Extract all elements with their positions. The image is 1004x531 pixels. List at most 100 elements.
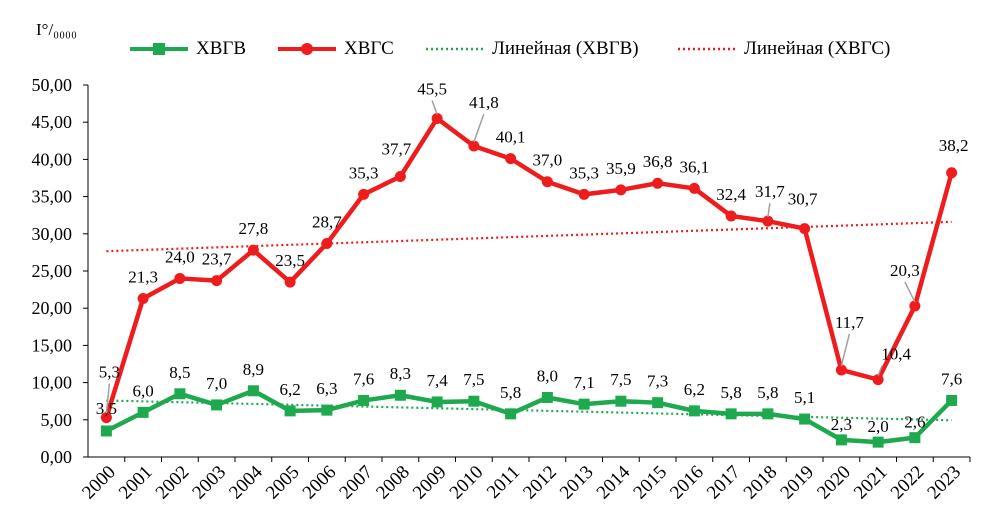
- y-tick-label: 15,00: [32, 335, 73, 355]
- series-2-point: [211, 275, 223, 287]
- data-label-series-1: 8,3: [390, 364, 411, 383]
- x-tick-label: 2003: [188, 462, 230, 504]
- leader-line: [840, 333, 851, 367]
- x-tick-label: 2021: [850, 462, 892, 504]
- data-label-series-1: 7,6: [353, 369, 374, 388]
- series-2-point: [725, 210, 737, 222]
- data-label-series-2: 35,9: [606, 159, 636, 178]
- series-1-point: [578, 398, 590, 410]
- y-tick-label: 30,00: [32, 224, 73, 244]
- series-1-point: [946, 394, 958, 406]
- series-1-point: [615, 395, 627, 407]
- data-label-series-2: 28,7: [312, 212, 342, 231]
- y-tick-label: 45,00: [32, 112, 73, 132]
- data-label-series-1: 6,2: [280, 380, 301, 399]
- data-label-series-1: 2,0: [868, 417, 889, 436]
- series-2-point: [394, 171, 406, 183]
- leader-line: [904, 281, 916, 303]
- series-2-point: [799, 223, 811, 235]
- series-1-point: [541, 391, 553, 403]
- data-label-series-1: 6,0: [133, 381, 154, 400]
- data-label-series-2: 36,8: [643, 152, 673, 171]
- data-label-series-2: 5,3: [99, 363, 120, 382]
- data-label-series-1: 5,8: [721, 383, 742, 402]
- x-tick-label: 2009: [409, 462, 451, 504]
- series-2-point: [541, 176, 553, 188]
- x-tick-label: 2005: [262, 462, 304, 504]
- series-2-point: [100, 412, 112, 424]
- y-tick-label: 50,00: [32, 75, 73, 95]
- series-2-point: [358, 188, 370, 200]
- legend-swatch-trend-1: [426, 47, 484, 51]
- data-label-series-2: 31,7: [755, 182, 785, 201]
- legend-item-trend-1: Линейная (ХВГВ): [424, 34, 639, 64]
- series-1-point: [284, 405, 296, 417]
- series-1-point: [652, 397, 664, 409]
- data-label-series-2: 23,7: [202, 250, 232, 269]
- data-label-series-2: 41,8: [469, 93, 499, 112]
- series-1-point: [909, 432, 921, 444]
- legend-label-series-1: ХВГВ: [196, 38, 247, 59]
- legend-swatch-trend-2: [678, 47, 736, 51]
- data-label-series-1: 5,8: [757, 383, 778, 402]
- data-label-series-2: 36,1: [680, 157, 710, 176]
- series-2-point: [247, 244, 259, 256]
- data-label-series-1: 7,0: [206, 374, 227, 393]
- leader-line: [431, 100, 438, 115]
- data-label-series-2: 38,2: [939, 136, 969, 155]
- x-tick-label: 2004: [225, 461, 267, 503]
- leader-line: [473, 113, 485, 143]
- series-1-point: [321, 404, 333, 416]
- data-label-series-2: 10,4: [881, 345, 911, 364]
- legend: ХВГВ ХВГС Линейная (ХВГВ) Линейная (ХВГС…: [0, 34, 1004, 64]
- x-tick-label: 2000: [78, 462, 120, 504]
- x-tick-label: 2016: [666, 462, 708, 504]
- y-tick-label: 20,00: [32, 298, 73, 318]
- series-1-point: [174, 388, 186, 400]
- series-2-point: [137, 293, 149, 305]
- data-label-series-2: 35,3: [349, 163, 379, 182]
- data-label-series-1: 8,5: [169, 363, 190, 382]
- y-tick-label: 10,00: [32, 373, 73, 393]
- x-tick-label: 2013: [556, 462, 598, 504]
- series-1-point: [137, 406, 149, 418]
- data-label-series-1: 7,1: [574, 373, 595, 392]
- series-line-2: [104, 116, 954, 419]
- legend-label-trend-2: Линейная (ХВГС): [744, 38, 891, 59]
- x-tick-label: 2019: [776, 462, 818, 504]
- x-tick-label: 2020: [813, 462, 855, 504]
- x-tick-label: 2017: [703, 462, 745, 504]
- series-1-point: [762, 408, 774, 420]
- series-1-point: [725, 408, 737, 420]
- legend-label-series-2: ХВГС: [344, 38, 394, 59]
- y-tick-label: 5,00: [41, 410, 73, 430]
- data-label-series-2: 27,8: [239, 219, 269, 238]
- x-tick-label: 2015: [629, 462, 671, 504]
- data-label-series-1: 6,3: [316, 379, 337, 398]
- leader-line: [105, 383, 111, 414]
- data-label-series-1: 8,9: [243, 360, 264, 379]
- data-label-series-1: 7,3: [647, 372, 668, 391]
- series-2-point: [872, 374, 884, 386]
- series-2-point: [946, 167, 958, 179]
- data-label-series-1: 8,0: [537, 366, 558, 385]
- data-label-series-2: 37,7: [382, 140, 412, 159]
- series-1-point: [431, 396, 443, 408]
- data-label-series-1: 7,5: [463, 370, 484, 389]
- data-label-series-1: 5,1: [794, 388, 815, 407]
- data-label-series-1: 5,8: [500, 383, 521, 402]
- data-label-series-1: 7,6: [941, 369, 962, 388]
- series-1-point: [799, 413, 811, 425]
- legend-label-trend-1: Линейная (ХВГВ): [492, 38, 639, 59]
- x-tick-label: 2023: [923, 462, 965, 504]
- data-label-series-2: 11,7: [835, 313, 865, 332]
- series-2-point: [431, 112, 443, 124]
- series-2-point: [652, 177, 664, 189]
- leader-line: [767, 203, 771, 218]
- y-tick-label: 35,00: [32, 187, 73, 207]
- x-tick-label: 2014: [593, 461, 635, 503]
- data-label-series-2: 20,3: [890, 261, 920, 280]
- x-tick-label: 2006: [299, 462, 341, 504]
- data-label-series-1: 2,6: [904, 413, 925, 432]
